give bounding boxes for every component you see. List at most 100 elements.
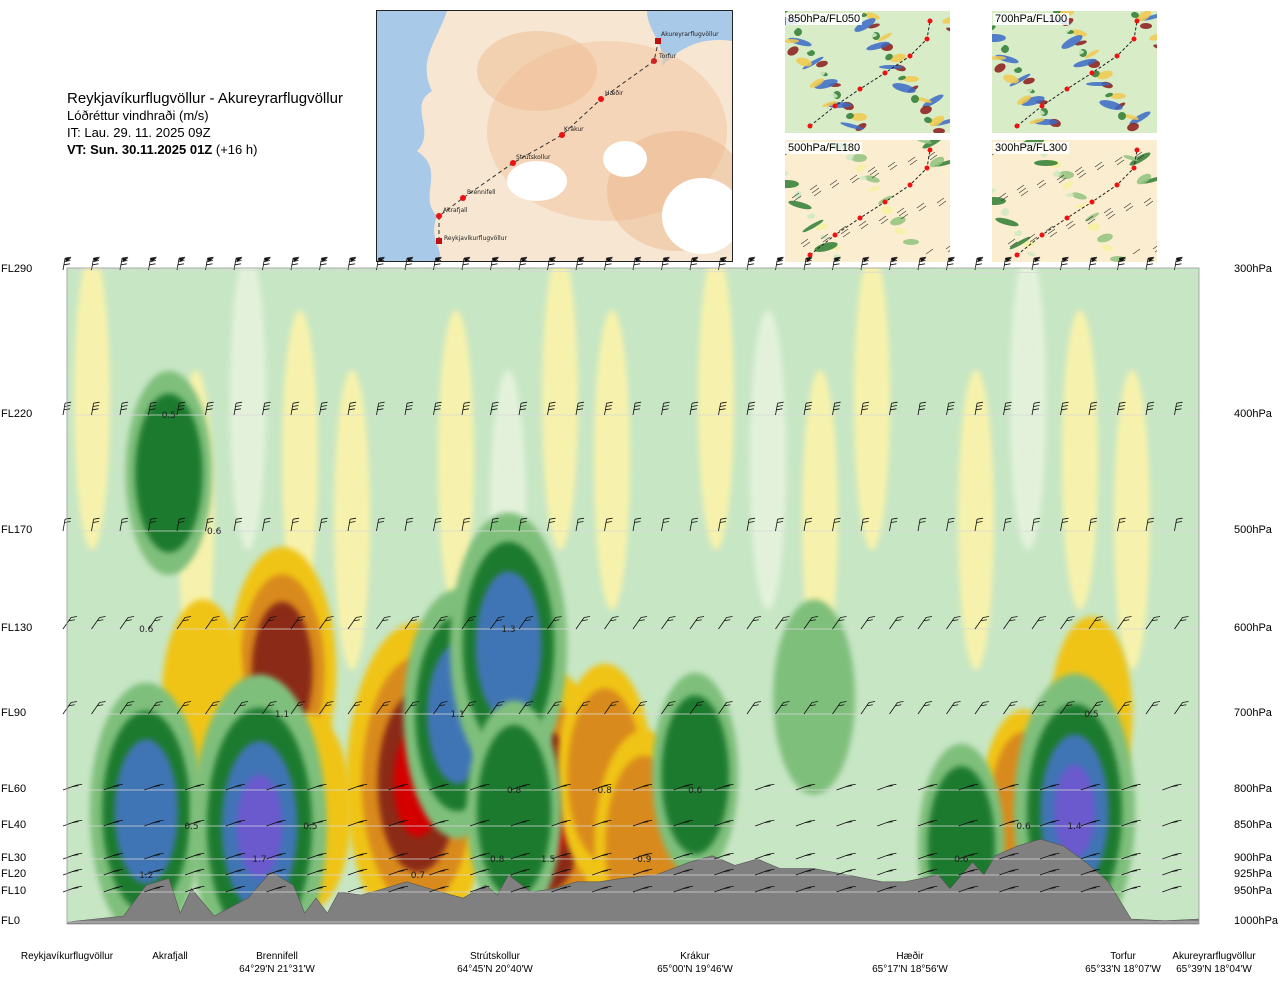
wind-barb [592,783,612,791]
wind-barb [1040,783,1060,791]
wind-barb [388,868,408,876]
thumb-blob [1141,176,1157,184]
thumb-blob [794,28,802,36]
wind-barb [461,401,471,416]
thumb-blob [890,216,906,226]
thumb-300hpa[interactable]: 300hPa/FL300 [992,140,1157,262]
wind-barb [376,401,385,416]
wind-barb [836,885,856,893]
thumb-850hpa[interactable]: 850hPa/FL050 [785,11,950,133]
wind-barb [470,852,490,860]
wind-barb [592,819,612,827]
field-band [646,370,682,670]
thumb-blob [1075,40,1087,46]
wind-barb [347,517,357,532]
wind-barb [575,256,585,271]
wind-barb [1117,616,1132,630]
wind-barb [661,616,676,630]
thumb-barb [1136,154,1145,161]
wind-barb [470,819,490,827]
thumb-blob [787,46,799,56]
wind-barb [999,852,1019,860]
wind-barb [91,517,100,532]
field-band [1062,310,1098,610]
wind-barb [176,517,186,532]
wind-barb [1031,701,1047,715]
pressure-label: 700hPa [1234,707,1272,719]
pressure-label: 950hPa [1234,885,1272,897]
thumb-waypoint [807,252,813,258]
wind-barb [307,852,327,860]
thumb-waypoint [927,18,933,24]
wind-barb [461,517,471,532]
thumb-500hpa[interactable]: 500hPa/FL180 [785,140,950,262]
thumb-barb [1036,179,1045,186]
wind-barb [1060,401,1069,416]
thumb-barb [1029,236,1038,243]
wind-barb [999,868,1019,876]
thumb-blob [868,23,880,29]
wind-barb [319,701,334,715]
wind-barb [319,256,328,271]
wind-barb [433,616,448,630]
waypoint-coord: 64°29'N 21°31'W [239,964,315,975]
wind-barb [518,701,534,715]
thumb-barb [800,238,809,245]
wind-barb [974,701,990,715]
wind-barb [1031,401,1041,416]
thumb-barb [849,174,858,181]
field-band [1166,268,1199,550]
thumb-barb [811,187,820,194]
wind-barb [673,783,693,791]
quantity-subtitle: Lóðréttur vindhraði (m/s) [67,108,209,123]
updraft-core [135,393,203,553]
thumb-blob [864,175,880,183]
wind-barbs [62,256,1189,893]
waypoint-akrafjall [436,213,442,219]
thumb-blob [814,79,838,89]
thumb-blob [1085,49,1099,59]
wind-barb [1162,885,1182,893]
thumb-waypoint [1114,182,1120,188]
contour-label: 0.6 [954,855,969,865]
thumb-blob [1003,74,1019,84]
contour-label: 0.8 [507,786,522,796]
thumb-blob [818,90,838,98]
wind-barb [718,701,733,715]
thumb-700hpa[interactable]: 700hPa/FL100 [992,11,1157,133]
wind-barb [429,819,449,827]
wind-barb [103,819,123,827]
wind-barb [376,616,391,630]
thumb-barb [929,154,938,161]
wind-barb [91,401,100,416]
wind-barb [1040,852,1060,860]
thumb-waypoint [1134,147,1140,153]
thumb-barb [1078,172,1087,179]
contour-label: 0.6 [688,786,703,796]
thumb-blob [885,53,893,61]
thumb-barb [842,231,851,238]
thumb-blob [1025,107,1045,115]
wind-barb [1117,401,1126,416]
wind-barb [958,868,978,876]
thumb-blob [1088,223,1100,231]
contour-label: 0.8 [598,786,613,796]
waypoint-krakur [559,132,565,138]
thumb-barb [896,207,905,214]
wind-barb [1162,852,1182,860]
fl-label: FL130 [1,622,33,634]
updraft-core [773,599,856,795]
wind-barb [755,783,775,791]
wind-barb [347,885,368,893]
wind-barb [547,701,562,715]
wind-barb [262,701,277,715]
wind-barb [632,852,653,860]
wind-barb [388,852,408,860]
wind-barb [877,885,897,893]
thumb-barb [1076,169,1085,176]
thumb-barb [1047,228,1056,235]
thumb-blob [903,76,919,82]
field-band [438,310,474,610]
contour-label: 0.6 [207,527,222,537]
